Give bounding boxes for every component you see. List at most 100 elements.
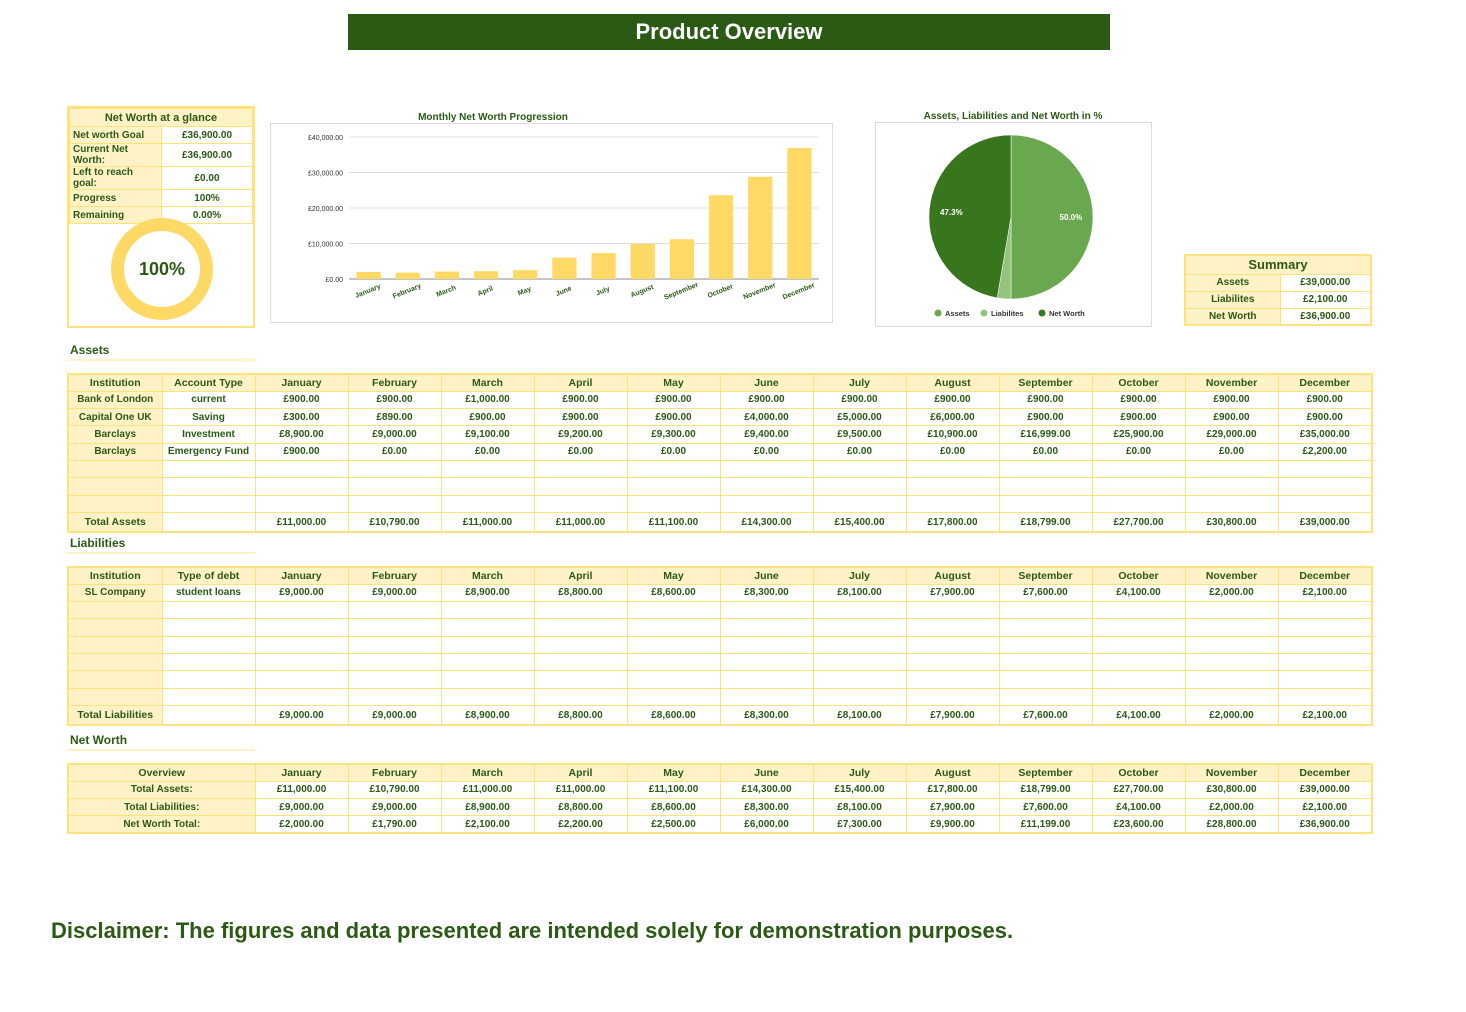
value-cell[interactable]: £8,600.00 [626,798,721,817]
total-cell[interactable]: £18,799.00 [998,511,1093,533]
empty-cell[interactable] [161,618,256,637]
value-cell[interactable]: £16,999.00 [998,425,1093,444]
value-cell[interactable]: £8,300.00 [719,798,814,817]
value-cell[interactable]: £8,300.00 [719,583,814,603]
empty-cell[interactable] [533,652,628,672]
empty-cell[interactable] [161,704,256,726]
value-cell[interactable]: £7,600.00 [998,798,1093,817]
total-cell[interactable]: £10,790.00 [347,511,442,533]
empty-cell[interactable] [440,601,535,620]
empty-cell[interactable] [626,670,721,689]
value-cell[interactable]: £2,000.00 [1184,583,1279,603]
empty-cell[interactable] [626,652,721,672]
total-cell[interactable]: £30,800.00 [1184,511,1279,533]
institution-cell[interactable]: Capital One UK [67,408,163,427]
empty-cell[interactable] [1184,670,1279,689]
empty-cell[interactable] [626,494,721,513]
value-cell[interactable]: £8,600.00 [626,583,721,603]
empty-cell[interactable] [905,670,1000,689]
empty-cell[interactable] [1091,601,1186,620]
value-cell[interactable]: £6,000.00 [719,815,814,834]
value-cell[interactable]: £900.00 [1277,390,1373,410]
total-cell[interactable]: £11,000.00 [440,511,535,533]
empty-cell[interactable] [1184,601,1279,620]
pie-chart[interactable]: 50.0% 47.3% Assets Liabilites Net Worth [876,123,1153,328]
total-cell[interactable]: £9,000.00 [254,704,349,726]
empty-cell[interactable] [626,687,721,706]
empty-cell[interactable] [533,601,628,620]
empty-cell[interactable] [1277,670,1373,689]
empty-cell[interactable] [67,601,163,620]
value-cell[interactable]: £10,790.00 [347,780,442,800]
bar[interactable] [473,271,499,279]
value-cell[interactable]: £900.00 [626,408,721,427]
empty-cell[interactable] [719,618,814,637]
empty-cell[interactable] [812,618,907,637]
value-cell[interactable]: £29,000.00 [1184,425,1279,444]
value-cell[interactable]: £2,100.00 [440,815,535,834]
value-cell[interactable]: £900.00 [998,390,1093,410]
empty-cell[interactable] [347,652,442,672]
empty-cell[interactable] [998,652,1093,672]
value-cell[interactable]: £900.00 [1091,390,1186,410]
value-cell[interactable]: £4,100.00 [1091,798,1186,817]
empty-cell[interactable] [719,601,814,620]
value-cell[interactable]: £900.00 [1091,408,1186,427]
value-cell[interactable]: £6,000.00 [905,408,1000,427]
value-cell[interactable]: £14,300.00 [719,780,814,800]
type-cell[interactable]: Saving [161,408,256,427]
empty-cell[interactable] [998,494,1093,513]
value-cell[interactable]: £36,900.00 [1277,815,1373,834]
value-cell[interactable]: £9,400.00 [719,425,814,444]
type-cell[interactable]: Emergency Fund [161,442,256,461]
type-cell[interactable]: student loans [161,583,256,603]
value-cell[interactable]: £8,800.00 [533,583,628,603]
pie-chart-panel[interactable]: 50.0% 47.3% Assets Liabilites Net Worth [875,122,1152,327]
total-cell[interactable]: £7,900.00 [905,704,1000,726]
total-cell[interactable]: £11,000.00 [254,511,349,533]
empty-cell[interactable] [254,618,349,637]
empty-cell[interactable] [347,687,442,706]
empty-cell[interactable] [812,635,907,654]
value-cell[interactable]: £8,900.00 [254,425,349,444]
empty-cell[interactable] [719,494,814,513]
empty-cell[interactable] [1091,635,1186,654]
value-cell[interactable]: £9,000.00 [254,583,349,603]
value-cell[interactable]: £35,000.00 [1277,425,1373,444]
bar-chart[interactable]: £0.00 £10,000.00 £20,000.00 £30,000.00 £40,0… [271,124,834,324]
bar[interactable] [787,148,812,279]
value-cell[interactable]: £7,900.00 [905,798,1000,817]
value-cell[interactable]: £0.00 [347,442,442,461]
value-cell[interactable]: £900.00 [1184,390,1279,410]
empty-cell[interactable] [719,670,814,689]
value-cell[interactable]: £900.00 [812,390,907,410]
empty-cell[interactable] [254,601,349,620]
empty-cell[interactable] [533,635,628,654]
empty-cell[interactable] [812,652,907,672]
total-cell[interactable]: £14,300.00 [719,511,814,533]
empty-cell[interactable] [254,687,349,706]
empty-cell[interactable] [67,670,163,689]
value-cell[interactable]: £18,799.00 [998,780,1093,800]
empty-cell[interactable] [533,477,628,496]
institution-cell[interactable]: Barclays [67,442,163,461]
empty-cell[interactable] [1277,459,1373,479]
value-cell[interactable]: £9,200.00 [533,425,628,444]
pie-slice[interactable] [1010,134,1094,300]
summary-value[interactable]: £36,900.00 [1279,307,1372,326]
total-cell[interactable]: £15,400.00 [812,511,907,533]
value-cell[interactable]: £900.00 [440,408,535,427]
empty-cell[interactable] [719,635,814,654]
empty-cell[interactable] [161,494,256,513]
empty-cell[interactable] [1184,652,1279,672]
empty-cell[interactable] [1184,459,1279,479]
value-cell[interactable]: £11,000.00 [254,780,349,800]
empty-cell[interactable] [440,652,535,672]
value-cell[interactable]: £900.00 [1277,408,1373,427]
glance-value[interactable]: £36,900.00 [161,126,253,144]
empty-cell[interactable] [1184,494,1279,513]
bar[interactable] [669,239,695,279]
bar[interactable] [513,270,538,279]
empty-cell[interactable] [1184,618,1279,637]
empty-cell[interactable] [67,635,163,654]
